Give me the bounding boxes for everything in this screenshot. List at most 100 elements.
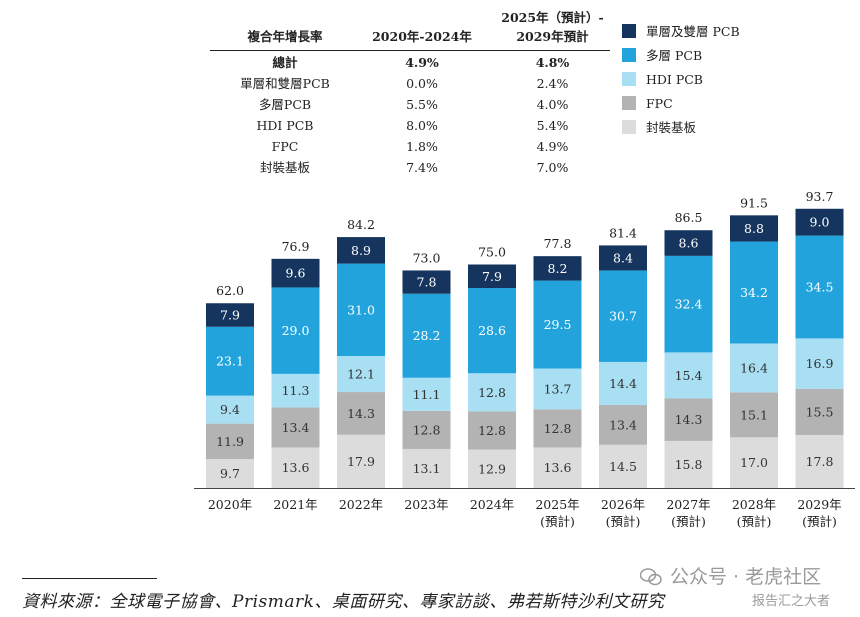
data-label: 16.4	[740, 360, 768, 375]
legend-swatch	[622, 24, 636, 38]
data-label: 14.3	[675, 412, 703, 427]
x-tick-label: 2028年	[732, 497, 776, 512]
bar-segment	[599, 361, 647, 405]
table-row: 封裝基板 7.4% 7.0%	[259, 160, 569, 175]
x-tick-label: 2023年	[404, 497, 448, 512]
data-label: 34.2	[740, 285, 768, 300]
data-label: 13.6	[282, 460, 310, 475]
data-label: 9.7	[220, 466, 240, 481]
table-row: HDI PCB 8.0% 5.4%	[256, 118, 569, 133]
data-label: 17.0	[740, 455, 768, 470]
bar-segment	[533, 280, 582, 369]
total-label: 86.5	[675, 210, 703, 225]
x-tick-label: (預計)	[540, 514, 575, 529]
legend-item: 單層及雙層 PCB	[622, 24, 822, 40]
bar-segment	[271, 407, 320, 448]
data-label: 34.5	[806, 279, 834, 294]
total-label: 73.0	[413, 250, 441, 265]
source-note: 資料來源：全球電子協會、Prismark、桌面研究、專家訪談、弗若斯特沙利文研究	[22, 592, 665, 612]
legend-item: 多層 PCB	[622, 48, 822, 64]
bar-segment	[664, 255, 713, 353]
bar-segment	[664, 398, 713, 441]
table-header-period-2-line2: 2029年預計	[516, 29, 589, 44]
table-header-rule	[210, 50, 610, 51]
bar-segment	[533, 368, 582, 410]
bar-segment	[206, 303, 254, 327]
x-tick-label: 2029年	[797, 497, 841, 512]
total-label: 91.5	[740, 195, 768, 210]
x-tick-label: 2021年	[273, 497, 317, 512]
total-label: 77.8	[544, 236, 572, 251]
bar-segment	[599, 270, 647, 362]
bar-segment	[730, 437, 778, 488]
bar-segment	[533, 409, 582, 448]
wechat-icon	[640, 568, 662, 586]
data-label: 13.4	[609, 417, 637, 432]
data-label: 15.5	[806, 404, 834, 419]
bar-segment	[468, 264, 516, 289]
data-label: 8.8	[744, 221, 764, 236]
watermark-line1: 公众号 · 老虎社区	[670, 566, 822, 588]
data-label: 31.0	[347, 302, 375, 317]
data-label: 8.6	[679, 236, 699, 251]
bar-segment	[402, 377, 451, 411]
watermark: 公众号 · 老虎社区 报告汇之大者	[640, 562, 855, 612]
data-label: 32.4	[675, 297, 703, 312]
data-label: 29.5	[544, 317, 572, 332]
data-label: 17.9	[347, 454, 375, 469]
total-label: 75.0	[478, 245, 506, 260]
x-tick-label: 2026年	[601, 497, 645, 512]
bar-segment	[664, 352, 713, 399]
data-label: 17.8	[806, 454, 834, 469]
bar-segment	[730, 215, 778, 242]
total-label: 93.7	[806, 189, 834, 204]
bar-segment	[271, 287, 320, 374]
data-label: 7.9	[220, 308, 240, 323]
x-tick-label: 2020年	[208, 497, 252, 512]
bar-segment	[795, 235, 844, 339]
data-label: 30.7	[609, 309, 637, 324]
table-header-metric: 複合年增長率	[247, 29, 323, 44]
bar-segment	[795, 338, 844, 389]
data-label: 13.4	[282, 420, 310, 435]
legend-label: 多層 PCB	[646, 48, 703, 63]
total-label: 62.0	[216, 283, 244, 298]
x-tick-label: (預計)	[802, 514, 837, 529]
x-tick-label: 2024年	[470, 497, 514, 512]
bar-segment	[795, 388, 844, 435]
data-label: 28.6	[478, 323, 506, 338]
legend-label: HDI PCB	[646, 72, 703, 87]
bar-segment	[468, 288, 516, 374]
bar-segment	[337, 434, 385, 488]
legend-label: 單層及雙層 PCB	[646, 24, 740, 39]
total-label: 84.2	[347, 217, 375, 232]
legend-label: 封裝基板	[646, 120, 697, 135]
bar-segment	[795, 434, 844, 488]
legend-swatch	[622, 48, 636, 62]
stacked-bar-chart: 9.7 11.9 9.4 23.1 7.9 62.0 2020年 13.6 13.4 11.3 29…	[194, 189, 855, 529]
bar-segment	[271, 373, 320, 408]
legend-label: FPC	[646, 96, 673, 111]
bar-segment	[468, 411, 516, 450]
legend-swatch	[622, 72, 636, 86]
data-label: 9.4	[220, 402, 240, 417]
data-label: 8.2	[548, 261, 568, 276]
table-header-period-2-line1: 2025年（預計）-	[501, 10, 604, 25]
data-label: 9.6	[286, 266, 306, 281]
x-tick-label: 2025年	[535, 497, 579, 512]
legend-item: HDI PCB	[622, 72, 822, 88]
bar-segment	[402, 293, 451, 378]
total-label: 81.4	[609, 225, 637, 240]
bar-segment	[468, 449, 516, 488]
data-label: 8.4	[613, 250, 633, 265]
bar-segment	[730, 343, 778, 393]
bar-segment	[664, 230, 713, 256]
bar-segment	[533, 447, 582, 488]
watermark-line2: 报告汇之大者	[752, 594, 831, 609]
data-label: 12.9	[478, 461, 506, 476]
x-tick-label: (預計)	[671, 514, 706, 529]
source-divider	[22, 578, 157, 579]
bar-segment	[599, 444, 647, 488]
data-label: 12.8	[478, 423, 506, 438]
data-label: 29.0	[282, 323, 310, 338]
